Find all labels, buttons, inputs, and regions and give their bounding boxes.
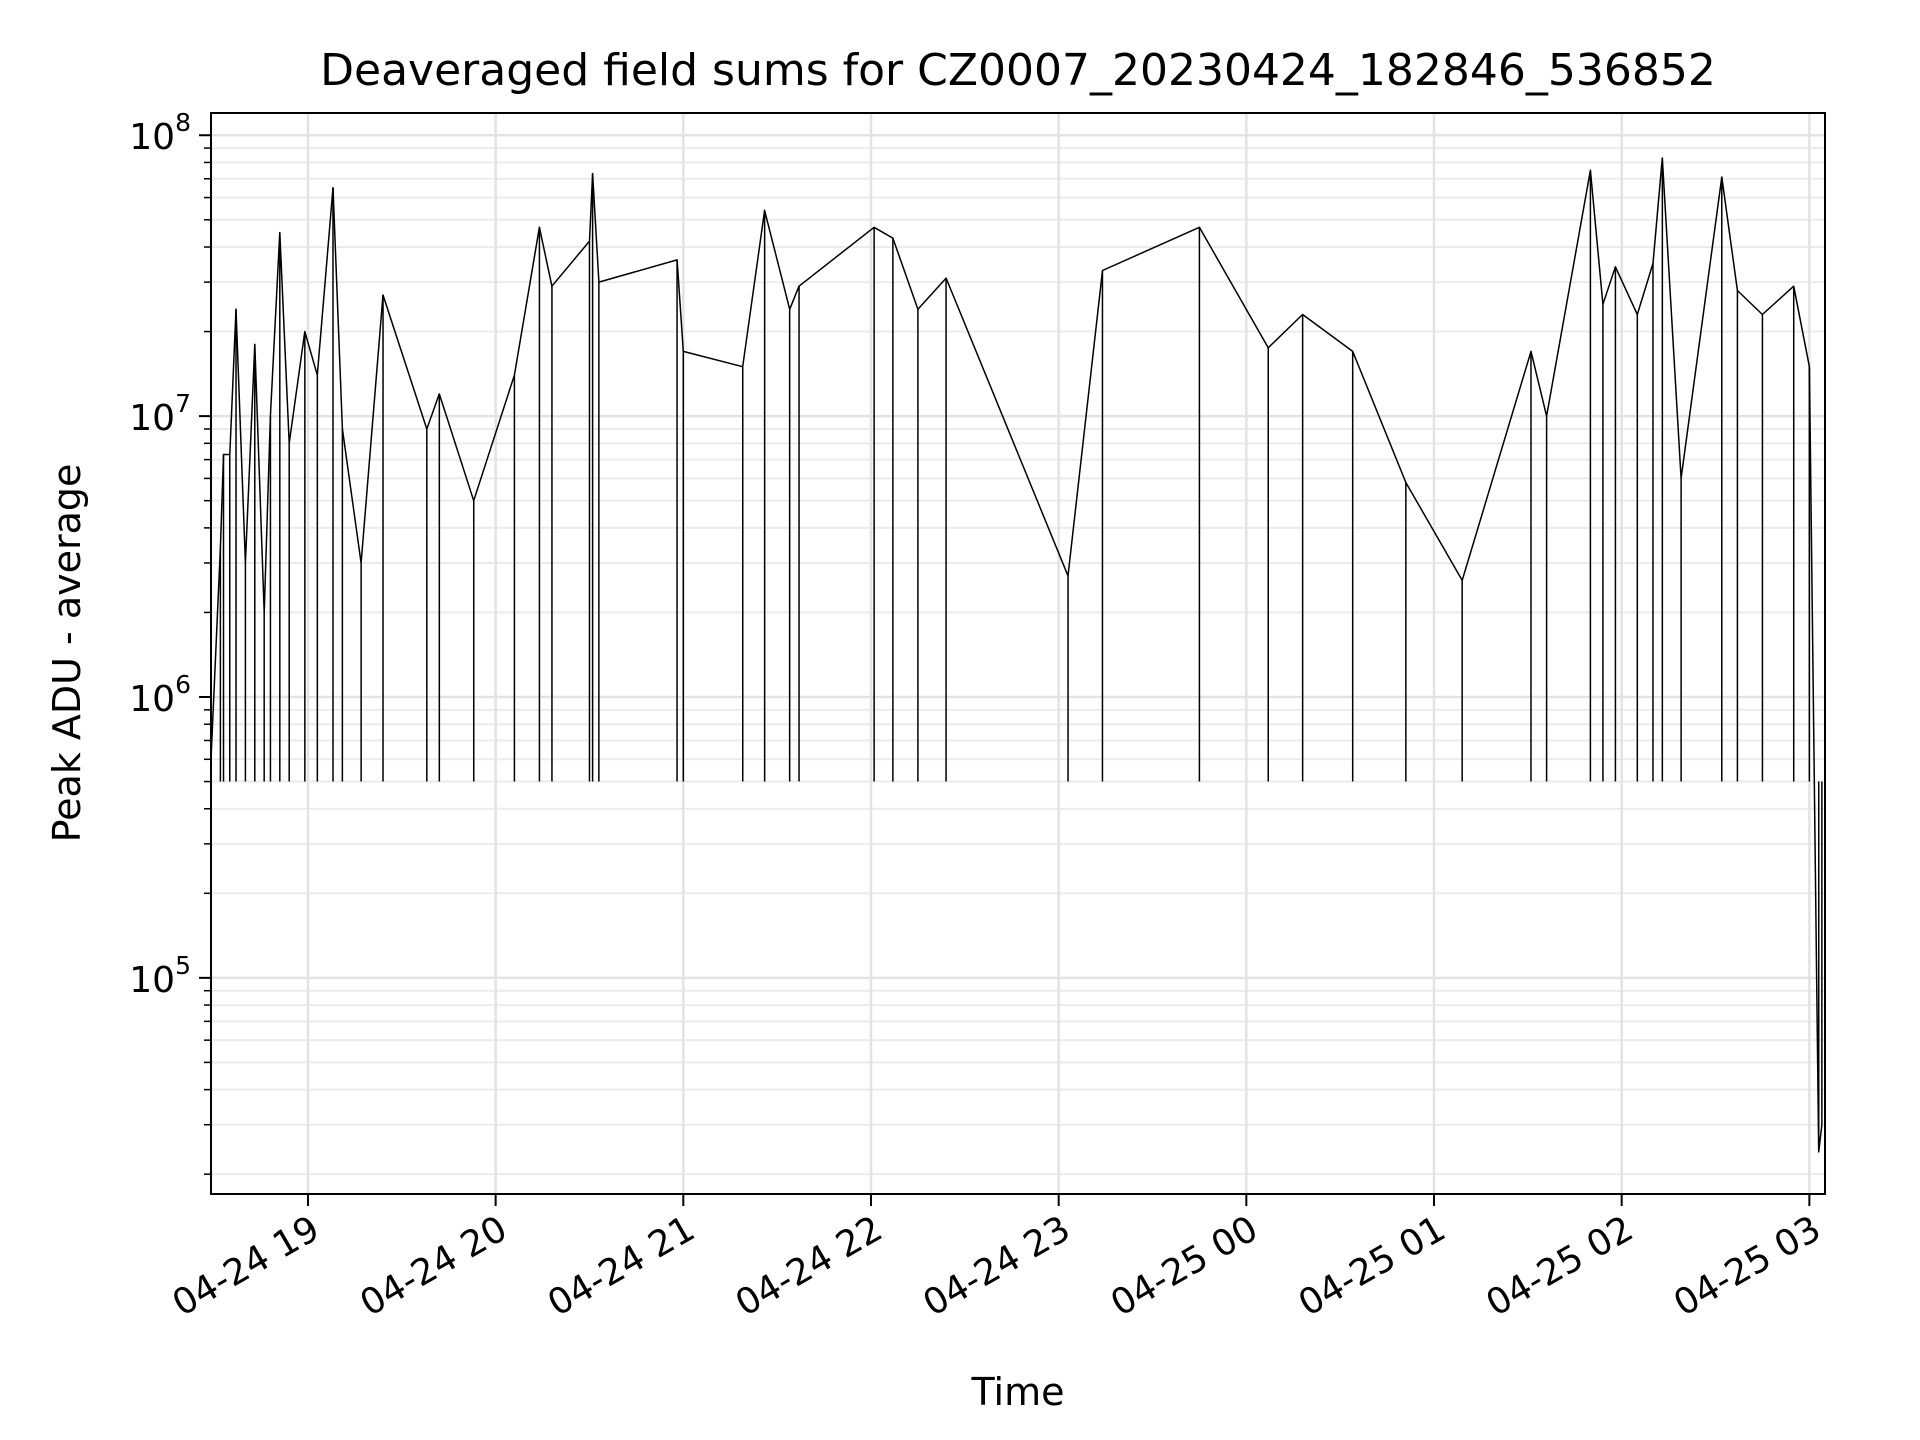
y-axis: 105 106 107 108 [129,108,211,1175]
y-tick-label: 105 [129,951,191,1001]
axes-frame [210,112,1826,1195]
grid [211,113,1825,1194]
x-axis-label: Time [971,1370,1065,1414]
plot-area [210,157,1823,1153]
y-tick-label: 107 [129,389,191,439]
y-tick-label: 108 [129,108,191,158]
y-axis-label: Peak ADU - average [45,464,89,843]
y-tick-label: 106 [129,670,191,720]
series-line [210,157,1823,1153]
chart-title: Deaveraged field sums for CZ0007_2023042… [320,45,1716,96]
